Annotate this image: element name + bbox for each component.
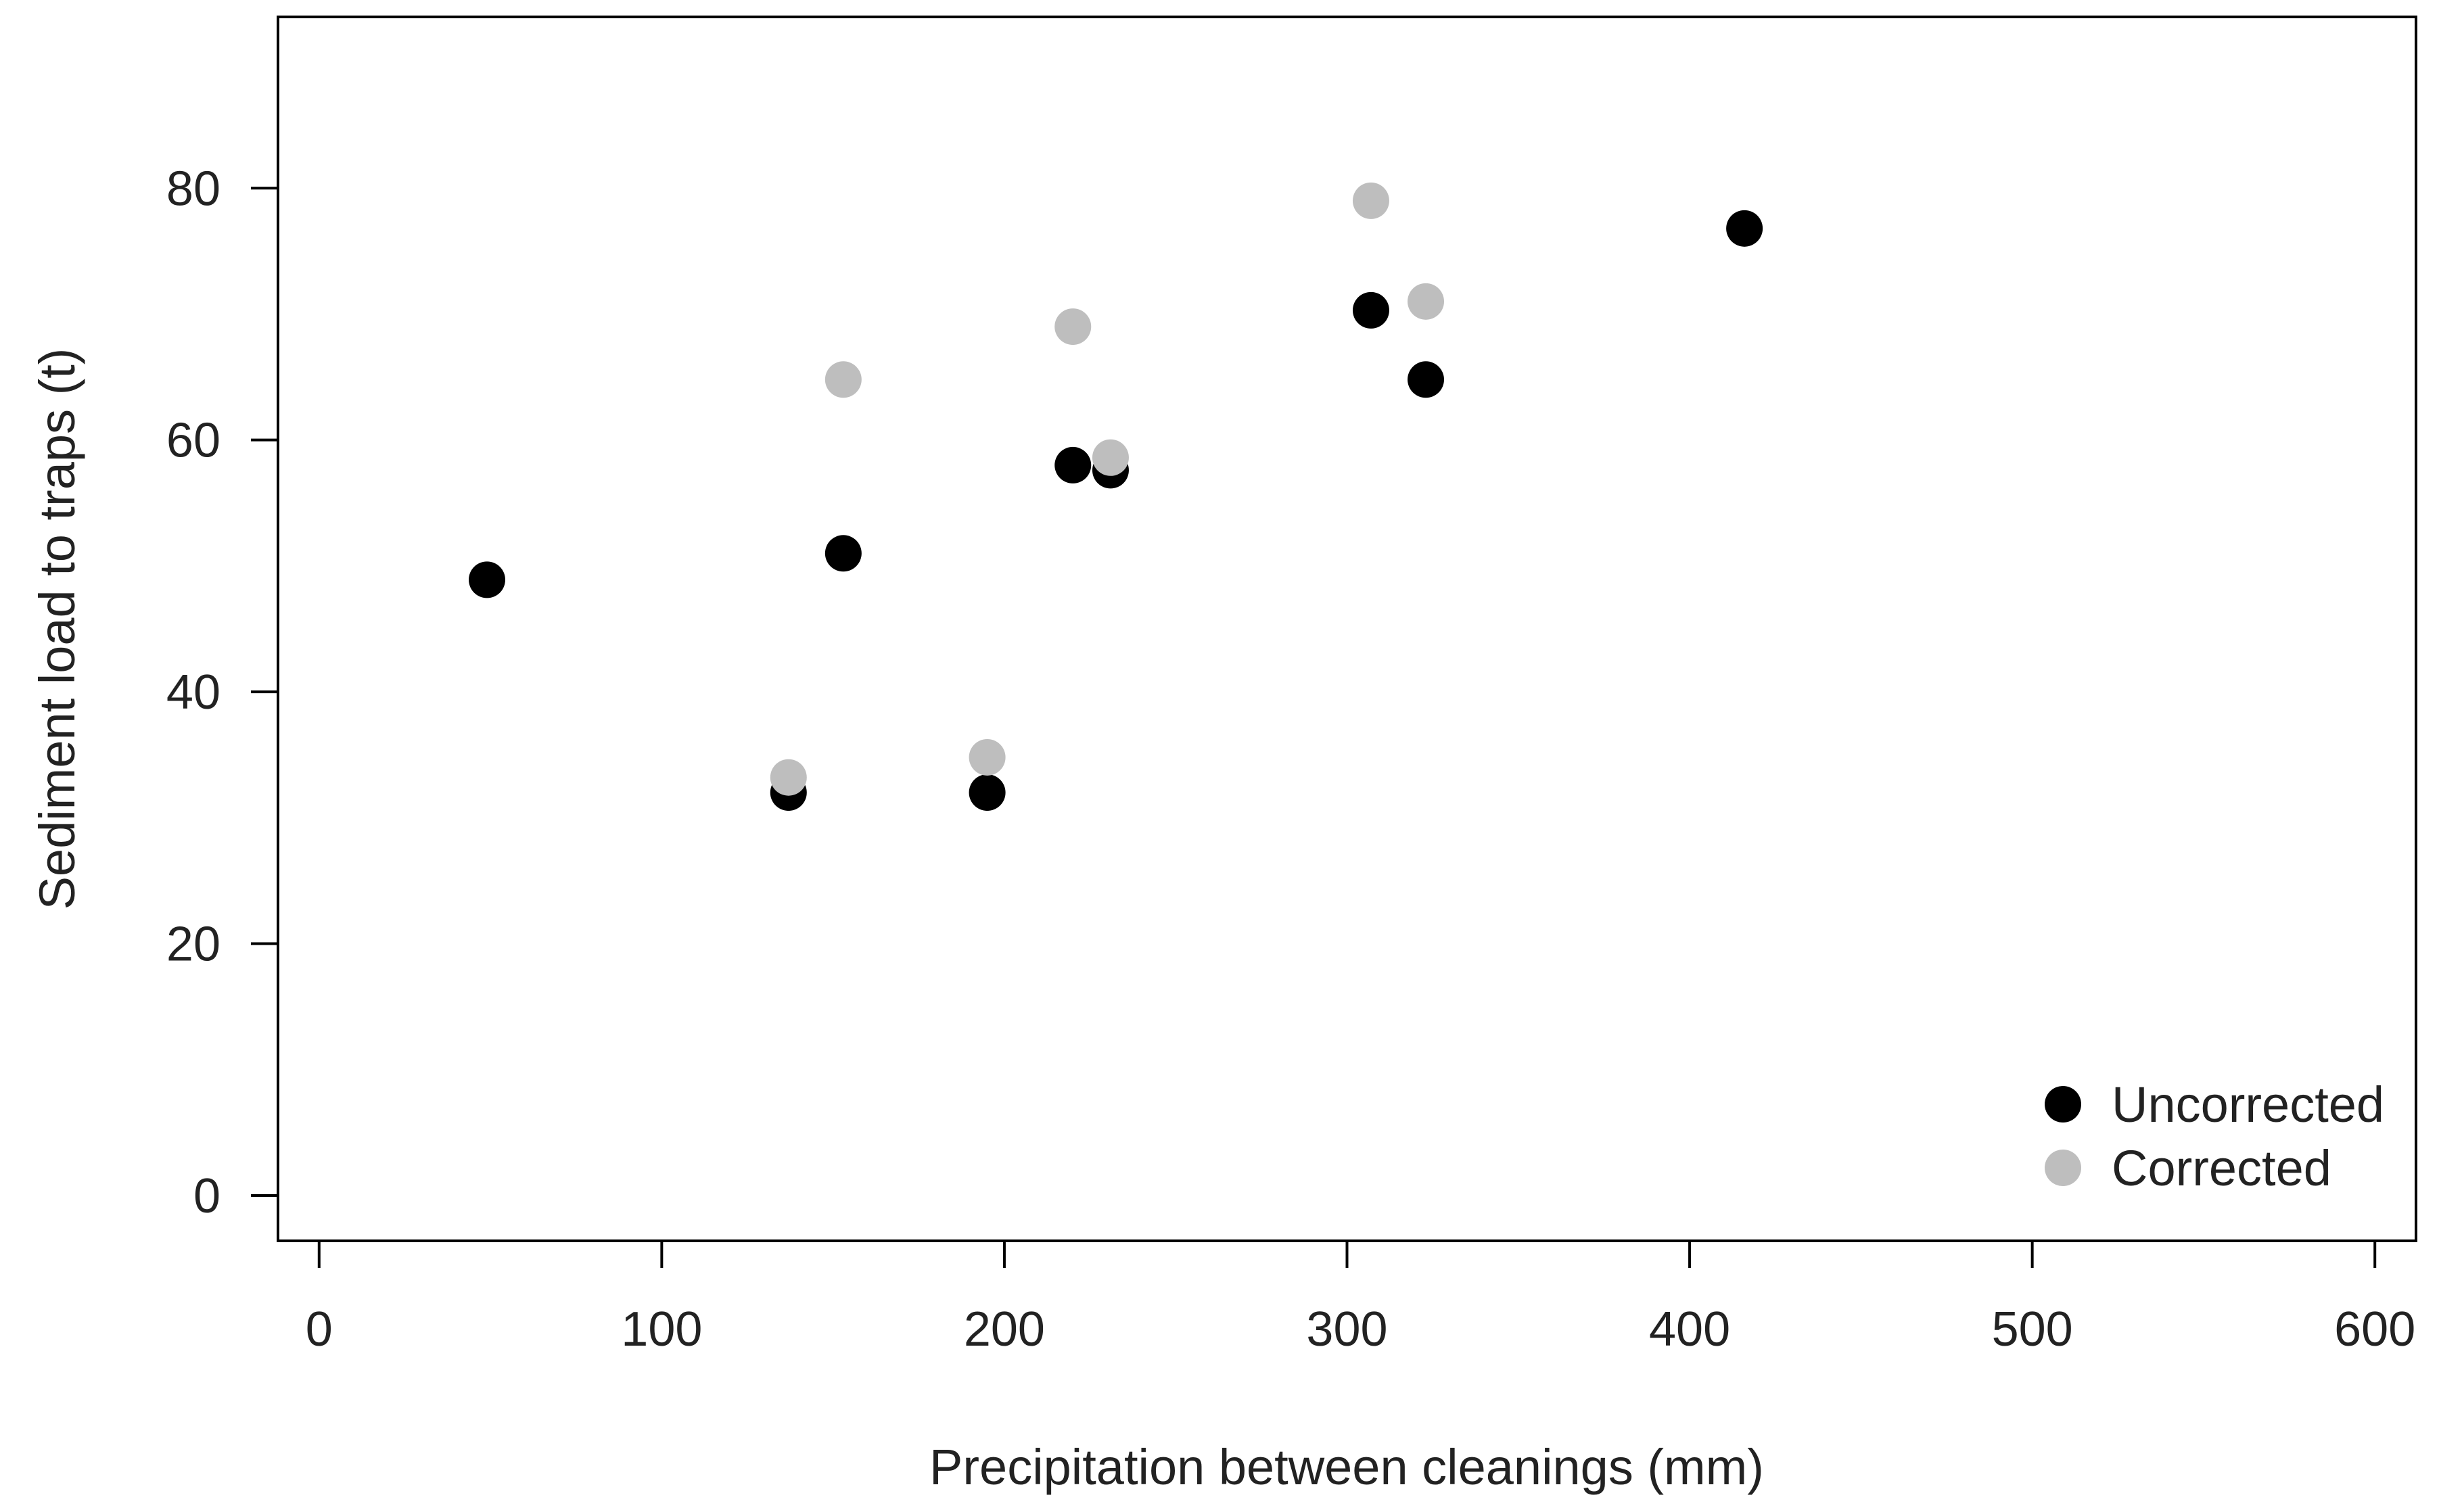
point-uncorrected [969, 774, 1006, 811]
y-tick-label: 60 [166, 414, 220, 468]
x-tick-label: 400 [1649, 1302, 1730, 1356]
point-uncorrected [1408, 361, 1445, 398]
point-corrected [1054, 308, 1092, 346]
x-tick-label: 600 [2334, 1302, 2415, 1356]
point-corrected [770, 759, 807, 796]
point-uncorrected [469, 561, 506, 598]
point-uncorrected [1054, 446, 1092, 483]
legend: Uncorrected Corrected [2045, 1077, 2384, 1196]
point-corrected [1408, 283, 1445, 320]
y-tick-label: 0 [193, 1169, 220, 1223]
legend-marker-corrected [2045, 1150, 2081, 1186]
point-corrected [969, 738, 1006, 776]
x-tick-label: 500 [1992, 1302, 2073, 1356]
point-uncorrected [824, 535, 862, 572]
legend-label-corrected: Corrected [2112, 1140, 2331, 1196]
y-tick-label: 80 [166, 162, 220, 216]
point-uncorrected [1352, 291, 1389, 329]
data-points [469, 182, 1763, 811]
y-tick-label: 20 [166, 918, 220, 972]
point-uncorrected [1726, 210, 1763, 247]
x-tick-label: 100 [621, 1302, 702, 1356]
y-tick-label: 40 [166, 665, 220, 719]
y-axis-ticks: 0 20 40 60 80 [166, 162, 278, 1223]
x-axis-title: Precipitation between cleanings (mm) [929, 1439, 1764, 1495]
legend-marker-uncorrected [2045, 1086, 2081, 1123]
y-axis-title: Sediment load to traps (t) [29, 348, 85, 910]
x-tick-label: 0 [306, 1302, 333, 1356]
point-corrected [1092, 439, 1129, 476]
point-corrected [824, 361, 862, 398]
x-axis-ticks: 0 100 200 300 400 500 600 [306, 1241, 2415, 1356]
x-tick-label: 300 [1306, 1302, 1387, 1356]
plot-frame [277, 16, 2417, 1242]
point-corrected [1352, 182, 1389, 219]
x-tick-label: 200 [964, 1302, 1045, 1356]
legend-label-uncorrected: Uncorrected [2112, 1077, 2384, 1133]
